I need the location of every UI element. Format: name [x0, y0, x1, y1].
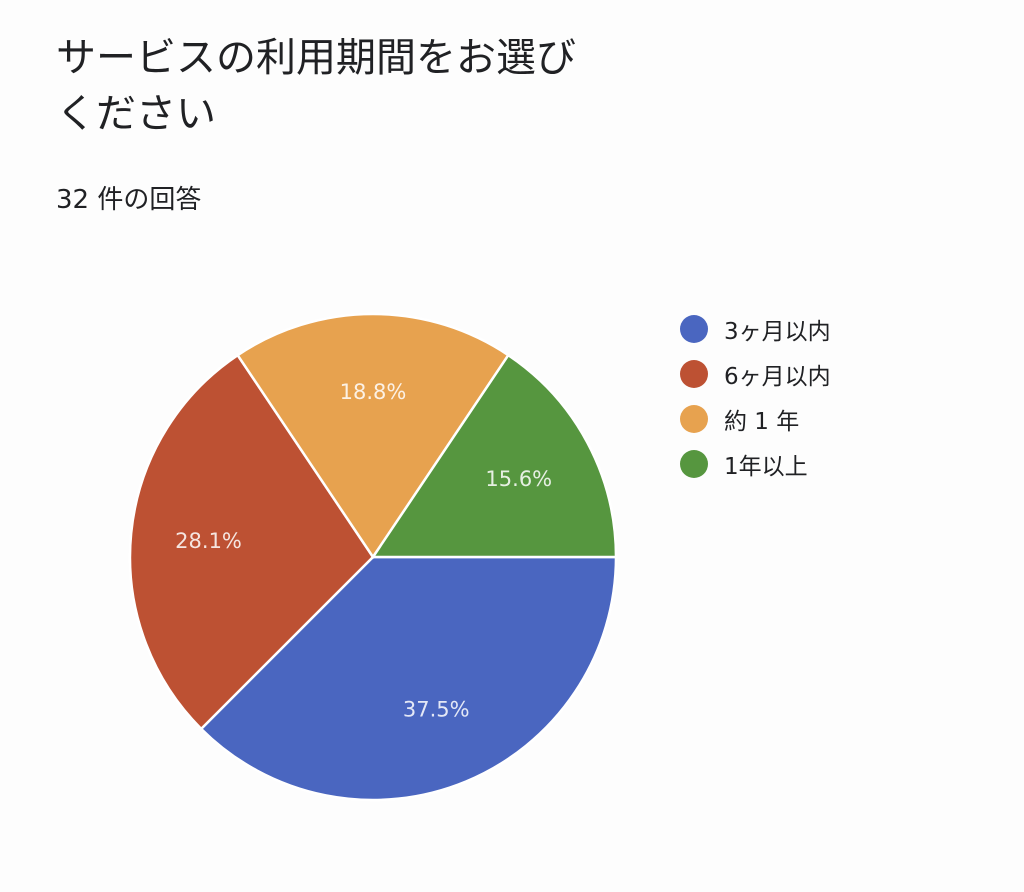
legend-label: 6ヶ月以内 — [724, 363, 831, 390]
slice-over-1-year[interactable] — [370, 353, 618, 559]
legend-color-dot-icon — [680, 359, 708, 388]
slice-percent-label: 37.5% — [403, 698, 470, 722]
slice-6-months[interactable] — [128, 353, 375, 731]
legend-label: 1年以上 — [724, 453, 808, 480]
question-title: サービスの利用期間をお選びください — [56, 35, 576, 137]
legend-color-dot-icon — [680, 449, 708, 478]
legend-color-dot-icon — [680, 404, 708, 433]
slice-3-months[interactable] — [199, 555, 618, 802]
legend-label: 約 1 年 — [724, 408, 800, 435]
legend-item-3-months[interactable]: 3ヶ月以内 — [680, 306, 831, 351]
legend-color-dot-icon — [680, 314, 708, 343]
slice-percent-label: 15.6% — [485, 467, 552, 491]
legend-label: 3ヶ月以内 — [724, 318, 831, 345]
response-count: 32 件の回答 — [56, 185, 202, 215]
slice-percent-label: 18.8% — [340, 380, 407, 404]
slice-about-1-year[interactable] — [235, 312, 511, 560]
chart-legend: 3ヶ月以内 6ヶ月以内 約 1 年 1年以上 — [680, 306, 831, 486]
legend-item-about-1-year[interactable]: 約 1 年 — [680, 396, 831, 441]
legend-item-over-1-year[interactable]: 1年以上 — [680, 441, 831, 486]
slice-percent-label: 28.1% — [175, 529, 242, 553]
legend-item-6-months[interactable]: 6ヶ月以内 — [680, 351, 831, 396]
